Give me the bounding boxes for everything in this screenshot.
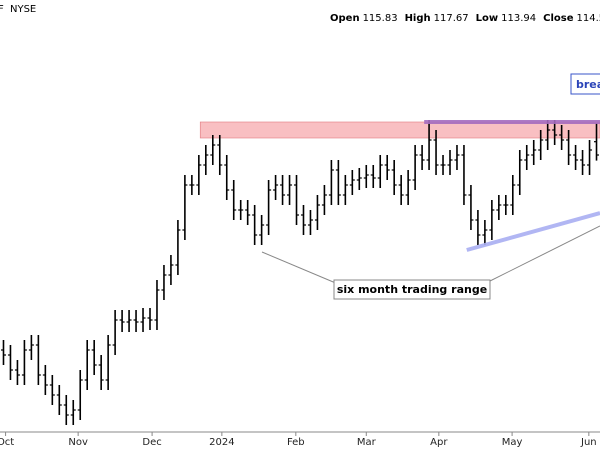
x-tick-label: May: [502, 437, 523, 448]
callout-pointer: [261, 251, 339, 285]
x-tick-label: Dec: [142, 437, 161, 448]
x-tick-label: Apr: [430, 437, 448, 448]
header-bar: [0, 0, 600, 22]
x-tick-label: Feb: [287, 437, 305, 448]
x-tick-label: Mar: [357, 437, 377, 448]
breakout-text: breakout: [576, 78, 600, 91]
callout-box: [333, 279, 491, 300]
x-tick-label: Nov: [68, 437, 88, 448]
exchange: NYSE: [10, 4, 36, 15]
callout-pointer: [487, 225, 600, 283]
header-value: 117.67: [434, 13, 469, 24]
header-label: High: [405, 13, 431, 24]
ticker: F: [0, 4, 4, 15]
x-tick-label: Oct: [0, 437, 14, 448]
header-label: Close: [543, 13, 574, 24]
header-value: 113.94: [501, 13, 536, 24]
header-label: Open: [330, 13, 360, 24]
x-tick-label: 2024: [209, 437, 234, 448]
callout-text: six month trading range: [337, 283, 487, 296]
x-tick-label: Jun: [580, 437, 597, 448]
header-value: 115.83: [363, 13, 398, 24]
header-value: 114.50: [577, 13, 600, 24]
breakout-box: [570, 73, 600, 95]
plot-area: [0, 120, 600, 436]
header-label: Low: [476, 13, 498, 24]
resistance-zone: [199, 121, 600, 139]
trend-line: [466, 211, 600, 252]
